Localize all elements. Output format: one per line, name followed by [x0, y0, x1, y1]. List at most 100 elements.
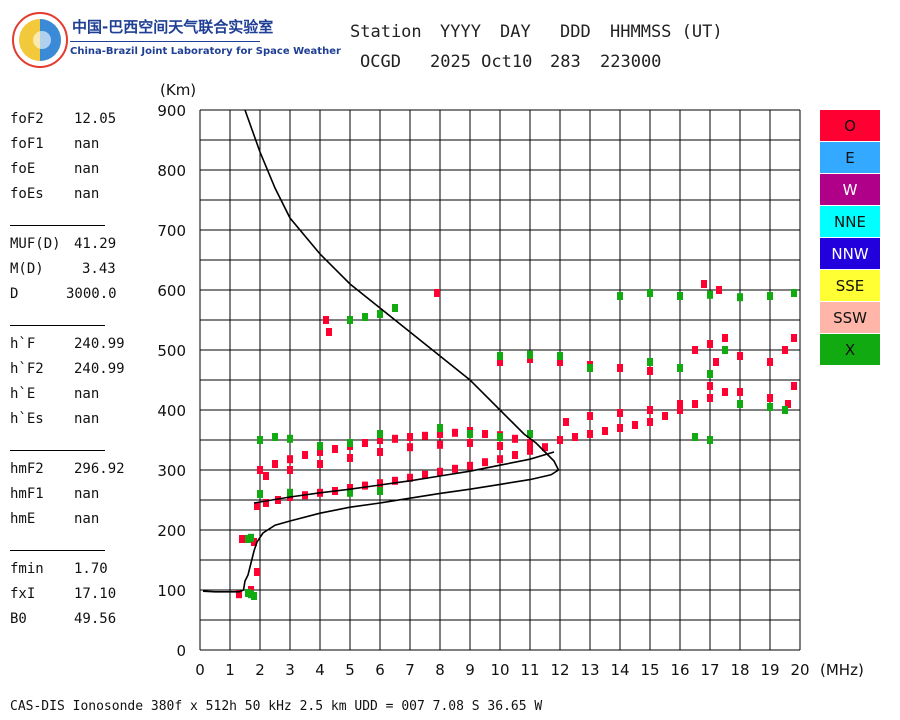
param-value: 17.10 [74, 586, 117, 602]
legend-label: E [845, 148, 855, 167]
echo-point-x [791, 289, 797, 297]
header-label-station: Station [350, 22, 422, 42]
echo-point-o [407, 443, 413, 452]
param-value: nan [74, 186, 100, 202]
echo-point-o [722, 334, 728, 342]
x-tick-label: 17 [700, 661, 719, 679]
echo-point-x [737, 400, 743, 408]
legend-label: X [844, 340, 856, 359]
echo-point-o [632, 421, 638, 429]
echo-point-o [347, 484, 353, 492]
echo-point-x [347, 316, 353, 324]
x-tick-label: 9 [465, 661, 475, 679]
echo-point-o [557, 436, 563, 444]
footer-info: CAS-DIS Ionosonde 380f x 512h 50 kHz 2.5… [10, 699, 543, 714]
y-tick-label: 400 [157, 402, 186, 420]
echo-point-o [782, 346, 788, 354]
echo-point-o [677, 406, 683, 414]
echo-point-x [647, 358, 653, 366]
echo-point-x [377, 487, 383, 495]
header-label-ddd: DDD [560, 22, 591, 42]
echo-point-x [737, 293, 743, 302]
legend-item-o: O [820, 110, 880, 141]
y-tick-label: 500 [157, 342, 186, 360]
echo-point-o [437, 467, 443, 476]
legend-label: SSW [833, 308, 867, 327]
x-tick-label: 14 [610, 661, 629, 679]
echo-point-x [497, 433, 503, 441]
echo-point-x [377, 310, 383, 318]
legend-label: SSE [835, 276, 865, 295]
org-divider [70, 41, 260, 42]
legend-label: NNE [834, 212, 866, 231]
legend-label: NNW [831, 244, 869, 263]
header-label-day: DAY [500, 22, 531, 42]
echo-point-o [251, 538, 257, 546]
param-name: foF1 [10, 136, 44, 152]
echo-point-o [701, 280, 707, 288]
echo-point-o [617, 409, 623, 417]
echo-point-o [452, 428, 458, 437]
echo-point-x [767, 403, 773, 411]
echo-point-o [422, 431, 428, 440]
echo-point-x [782, 406, 788, 414]
echo-point-o [617, 424, 623, 432]
echo-point-o [239, 535, 245, 543]
echo-point-x [617, 292, 623, 300]
echo-point-o [563, 418, 569, 426]
header-value-station: OCGD [360, 52, 401, 72]
echo-point-o [323, 316, 329, 324]
y-tick-label: 800 [157, 162, 186, 180]
echo-point-x [707, 370, 713, 378]
x-tick-label: 1 [225, 661, 235, 679]
param-name: h`Es [10, 411, 44, 427]
echo-point-x [722, 346, 728, 354]
echo-point-o [287, 466, 293, 474]
param-value: nan [74, 161, 100, 177]
echo-point-o [737, 388, 743, 396]
param-name: h`F [10, 336, 36, 352]
echo-point-x [692, 433, 698, 441]
param-name: hmE [10, 511, 36, 527]
x-tick-label: 8 [435, 661, 445, 679]
echo-point-o [302, 451, 308, 459]
echo-point-o [287, 455, 293, 464]
param-name: foEs [10, 186, 44, 202]
y-tick-label: 300 [157, 462, 186, 480]
echo-point-o [434, 289, 440, 297]
echo-point-x [527, 430, 533, 438]
echo-point-o [362, 439, 368, 447]
y-tick-label: 700 [157, 222, 186, 240]
echo-point-o [617, 364, 623, 372]
echo-point-o [377, 479, 383, 488]
x-tick-label: 5 [345, 661, 355, 679]
echo-point-o [437, 440, 443, 449]
echo-point-o [791, 382, 797, 390]
y-tick-label: 100 [157, 582, 186, 600]
echo-point-x [527, 350, 533, 359]
echo-point-o [422, 470, 428, 479]
echo-point-o [707, 394, 713, 402]
echo-point-o [713, 358, 719, 366]
lab-logo [12, 12, 68, 68]
echo-point-o [275, 496, 281, 504]
echo-point-o [542, 443, 548, 452]
echo-point-o [512, 451, 518, 459]
echo-point-o [254, 502, 260, 510]
echo-point-o [587, 430, 593, 438]
x-tick-label: 19 [760, 661, 779, 679]
echo-point-x [347, 488, 353, 497]
echo-point-o [707, 340, 713, 348]
echo-point-o [512, 434, 518, 443]
echo-point-o [482, 430, 488, 438]
echo-point-o [722, 388, 728, 396]
echo-point-x [437, 424, 443, 432]
echo-point-o [497, 358, 503, 366]
param-value: nan [74, 411, 100, 427]
echo-point-o [662, 412, 668, 420]
legend-item-w: W [820, 174, 880, 205]
echo-point-o [527, 355, 533, 363]
param-value: nan [74, 486, 100, 502]
x-tick-label: 3 [285, 661, 295, 679]
echo-point-o [692, 346, 698, 354]
